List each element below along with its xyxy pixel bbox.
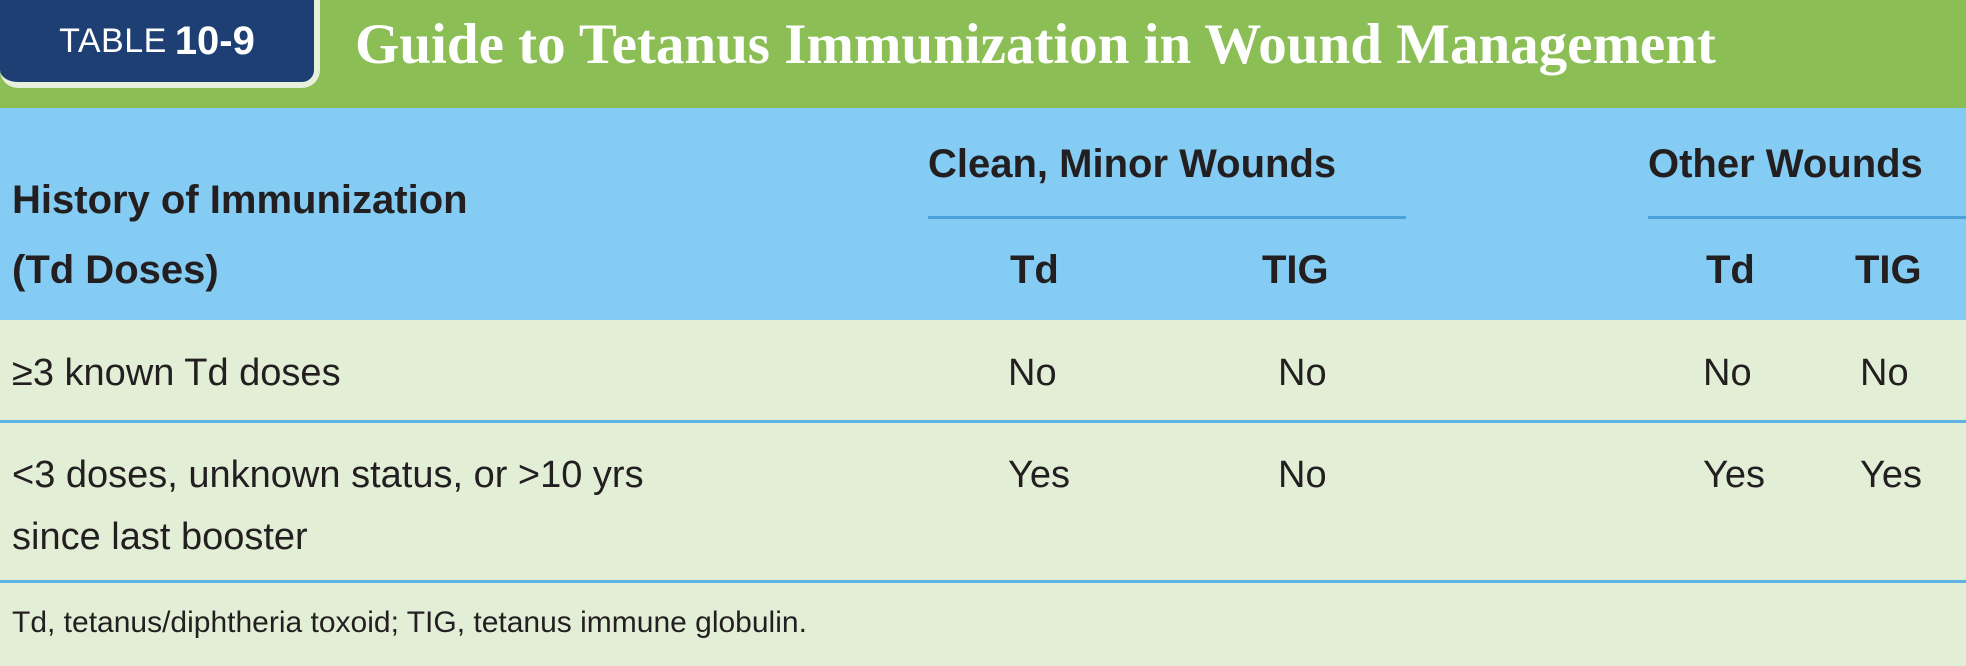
row-label: <3 doses, unknown status, or >10 yrs: [12, 454, 644, 496]
other-tig-cell: Yes: [1860, 454, 1922, 496]
table-footnote: Td, tetanus/diphtheria toxoid; TIG, teta…: [12, 606, 807, 639]
history-header-line2: (Td Doses): [12, 248, 219, 292]
row-divider: [0, 580, 1966, 583]
row-label: ≥3 known Td doses: [12, 352, 341, 394]
row-label-continued: since last booster: [12, 516, 308, 558]
other-tig-cell: No: [1860, 352, 1909, 394]
row-divider: [0, 420, 1966, 423]
clean-tig-cell: No: [1278, 352, 1327, 394]
history-header-line1: History of Immunization: [12, 178, 468, 222]
clean-td-column-header: Td: [1010, 248, 1059, 292]
clean-td-cell: Yes: [1008, 454, 1070, 496]
clean-td-cell: No: [1008, 352, 1057, 394]
other-td-cell: No: [1703, 352, 1752, 394]
table-header: History of Immunization (Td Doses) Clean…: [0, 108, 1966, 320]
other-group-rule: [1648, 216, 1966, 219]
other-wounds-header: Other Wounds: [1648, 142, 1923, 186]
other-td-cell: Yes: [1703, 454, 1765, 496]
table-title: Guide to Tetanus Immunization in Wound M…: [355, 13, 1716, 76]
table-number-badge: TABLE 10-9: [0, 0, 320, 88]
table-number: 10-9: [174, 18, 255, 63]
clean-tig-column-header: TIG: [1262, 248, 1329, 292]
table-word: TABLE: [59, 21, 167, 60]
clean-minor-wounds-header: Clean, Minor Wounds: [928, 142, 1337, 186]
other-tig-column-header: TIG: [1855, 248, 1922, 292]
table-title-bar: TABLE 10-9 Guide to Tetanus Immunization…: [0, 0, 1966, 108]
clean-group-rule: [928, 216, 1406, 219]
clean-tig-cell: No: [1278, 454, 1327, 496]
other-td-column-header: Td: [1706, 248, 1755, 292]
